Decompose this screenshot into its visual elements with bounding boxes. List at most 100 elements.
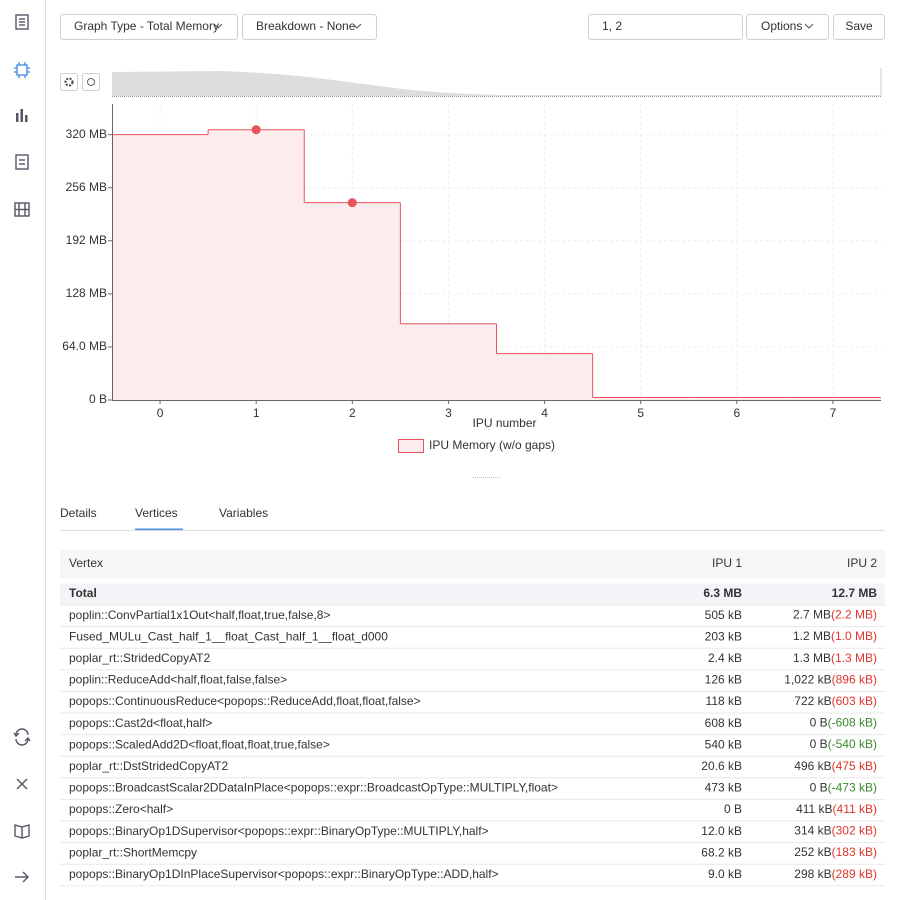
tab[interactable]: Variables xyxy=(219,506,268,520)
nav-docs[interactable] xyxy=(14,824,30,839)
step-area xyxy=(400,323,497,400)
nav-reload[interactable] xyxy=(13,728,31,746)
highlight-dot xyxy=(251,125,261,135)
header-row xyxy=(60,550,885,578)
vertex-name: poplar_rt::DstStridedCopyAT2 xyxy=(69,759,229,773)
ipu1-value: 505 kB xyxy=(705,608,742,622)
vertex-name: popops::BinaryOp1DInPlaceSupervisor<popo… xyxy=(69,867,499,881)
step-area xyxy=(112,134,209,401)
ipu2-value: 0 B(-608 kB) xyxy=(810,716,877,730)
vertex-name: poplar_rt::StridedCopyAT2 xyxy=(69,651,211,665)
settings-button[interactable] xyxy=(60,73,78,91)
x-tick-label: 6 xyxy=(733,406,740,420)
ipu1-value: 473 kB xyxy=(705,781,742,795)
ipu2-text: 2.7 MB xyxy=(793,608,831,622)
ipu1-value: 608 kB xyxy=(705,716,742,730)
ipu-input[interactable] xyxy=(588,14,743,40)
breakdown-label: Breakdown - None xyxy=(256,19,356,33)
sidebar xyxy=(13,0,46,900)
vertex-name: popops::BinaryOp1DSupervisor<popops::exp… xyxy=(69,824,489,838)
nav-execution[interactable] xyxy=(14,202,30,217)
ipu2-text: 298 kB xyxy=(794,867,831,881)
ipu1-value: 6.3 MB xyxy=(703,586,742,600)
step-area xyxy=(784,397,881,400)
ipu2-value: 411 kB(411 kB) xyxy=(796,802,877,816)
tab[interactable]: Vertices xyxy=(135,506,178,520)
graph-type-button[interactable] xyxy=(60,14,238,40)
ipu2-diff: (-473 kB) xyxy=(828,781,877,795)
gear-icon xyxy=(64,77,74,87)
ipu2-value: 2.7 MB(2.2 MB) xyxy=(793,608,877,622)
ipu1-value: 0 B xyxy=(724,802,742,816)
nav-close[interactable] xyxy=(16,778,28,790)
legend-swatch xyxy=(398,439,424,453)
reset-icon xyxy=(87,78,95,86)
minimap xyxy=(60,68,882,97)
step-area xyxy=(208,129,305,401)
chart: 0 B 64.0 MB 128 MB 192 MB 256 MB 320 MB 0 1 2 3 4 5… xyxy=(62,104,881,453)
nav-expand[interactable] xyxy=(15,871,29,883)
ipu2-value: 0 B(-473 kB) xyxy=(810,781,877,795)
vertex-name: popops::Zero<half> xyxy=(69,802,173,816)
ipu2-diff: (289 kB) xyxy=(832,867,877,881)
vertex-name: popops::Cast2d<float,half> xyxy=(69,716,212,730)
vertex-name: Fused_MULu_Cast_half_1__float_Cast_half_… xyxy=(69,629,388,643)
ipu2-text: 314 kB xyxy=(794,824,831,838)
nav-program[interactable] xyxy=(15,154,29,170)
nav-summary[interactable] xyxy=(15,14,29,30)
column-header: Vertex xyxy=(69,556,103,570)
ipu1-value: 68.2 kB xyxy=(701,845,742,859)
column-header: IPU 1 xyxy=(712,556,742,570)
ipu2-value: 1,022 kB(896 kB) xyxy=(784,673,877,687)
options-label: Options xyxy=(761,19,802,33)
graph-type-label: Graph Type - Total Memory xyxy=(74,19,219,33)
ipu2-diff: (475 kB) xyxy=(832,759,877,773)
y-tick-label: 0 B xyxy=(89,392,107,406)
ipu2-diff: (1.3 MB) xyxy=(831,651,877,665)
ipu2-text: 722 kB xyxy=(794,694,831,708)
ipu2-value: 12.7 MB xyxy=(832,586,878,600)
ipu1-value: 540 kB xyxy=(705,737,742,751)
minimap-border xyxy=(112,68,882,97)
x-tick-label: 0 xyxy=(157,406,164,420)
step-area xyxy=(496,353,593,400)
ipu1-value: 118 kB xyxy=(706,694,742,708)
ipu2-text: 0 B xyxy=(810,737,828,751)
tab[interactable]: Details xyxy=(60,506,97,520)
x-tick-label: 7 xyxy=(830,406,837,420)
step-area xyxy=(592,397,689,400)
vertex-name: Total xyxy=(69,586,97,600)
ipu2-diff: (2.2 MB) xyxy=(831,608,877,622)
ipu2-text: 12.7 MB xyxy=(832,586,878,600)
x-tick-label: 2 xyxy=(349,406,356,420)
ipu1-value: 203 kB xyxy=(705,629,742,643)
x-tick-label: 3 xyxy=(445,406,452,420)
reset-button[interactable] xyxy=(82,73,100,91)
ipu2-value: 298 kB(289 kB) xyxy=(794,867,877,881)
options-button[interactable] xyxy=(746,14,829,40)
y-tick-label: 256 MB xyxy=(66,180,107,194)
ipu2-value: 0 B(-540 kB) xyxy=(810,737,877,751)
ipu2-text: 252 kB xyxy=(794,845,831,859)
ipu2-text: 411 kB xyxy=(796,802,832,816)
ipu2-value: 496 kB(475 kB) xyxy=(794,759,877,773)
minimap-area xyxy=(112,71,881,96)
chevron xyxy=(352,23,362,29)
ipu2-text: 1,022 kB xyxy=(784,673,831,687)
breakdown-button[interactable] xyxy=(242,14,377,40)
ipu2-value: 1.3 MB(1.3 MB) xyxy=(793,651,877,665)
x-tick-label: 5 xyxy=(637,406,644,420)
nav-memory[interactable] xyxy=(14,62,30,78)
nav-liveness[interactable] xyxy=(16,109,28,122)
x-tick-label: 1 xyxy=(253,406,260,420)
ipu2-text: 1.2 MB xyxy=(793,629,831,643)
save-button[interactable] xyxy=(833,14,885,40)
legend-label: IPU Memory (w/o gaps) xyxy=(429,438,555,452)
ipu2-diff: (411 kB) xyxy=(833,802,877,816)
ipu2-text: 496 kB xyxy=(794,759,831,773)
vertex-name: poplar_rt::ShortMemcpy xyxy=(69,845,197,859)
x-axis-label: IPU number xyxy=(472,416,536,430)
ipu1-value: 126 kB xyxy=(705,673,742,687)
ipu-input-value: 1, 2 xyxy=(602,19,622,33)
